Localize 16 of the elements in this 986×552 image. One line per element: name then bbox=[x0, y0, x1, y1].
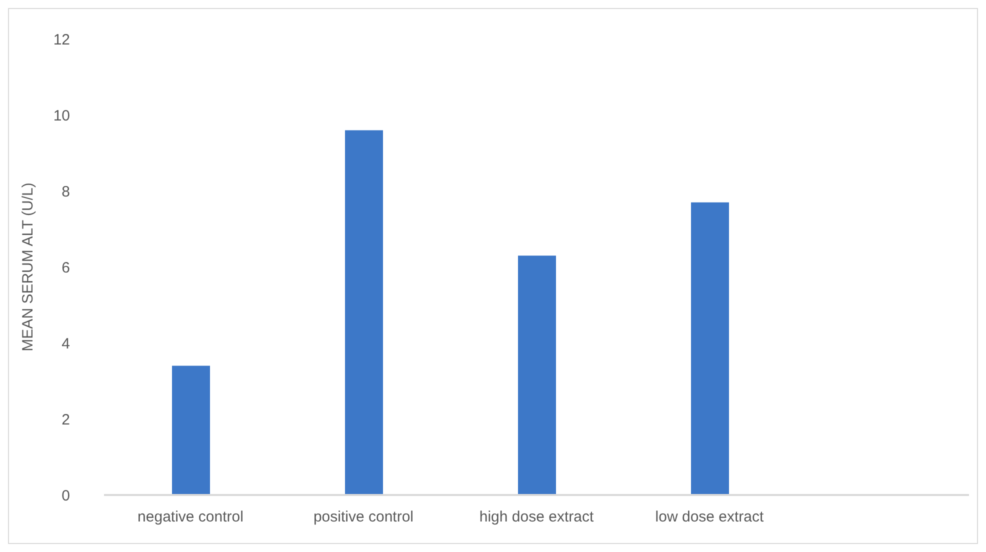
y-axis-title: MEAN SERUM ALT (U/L) bbox=[19, 182, 36, 352]
x-tick-label: negative control bbox=[138, 508, 244, 526]
bar bbox=[518, 256, 556, 495]
y-tick-label: 6 bbox=[62, 259, 70, 276]
x-tick-label: low dose extract bbox=[655, 508, 765, 526]
x-tick-label: positive control bbox=[313, 508, 414, 526]
y-tick-label: 0 bbox=[62, 487, 70, 504]
bar bbox=[691, 202, 729, 495]
y-tick-label: 12 bbox=[53, 31, 70, 48]
y-tick-label: 10 bbox=[53, 107, 70, 124]
bar bbox=[172, 366, 210, 495]
y-tick-label: 2 bbox=[62, 411, 70, 428]
x-tick-label: high dose extract bbox=[479, 508, 594, 526]
y-tick-label: 8 bbox=[62, 183, 70, 200]
y-tick-label: 4 bbox=[62, 335, 70, 352]
bar bbox=[345, 130, 383, 495]
